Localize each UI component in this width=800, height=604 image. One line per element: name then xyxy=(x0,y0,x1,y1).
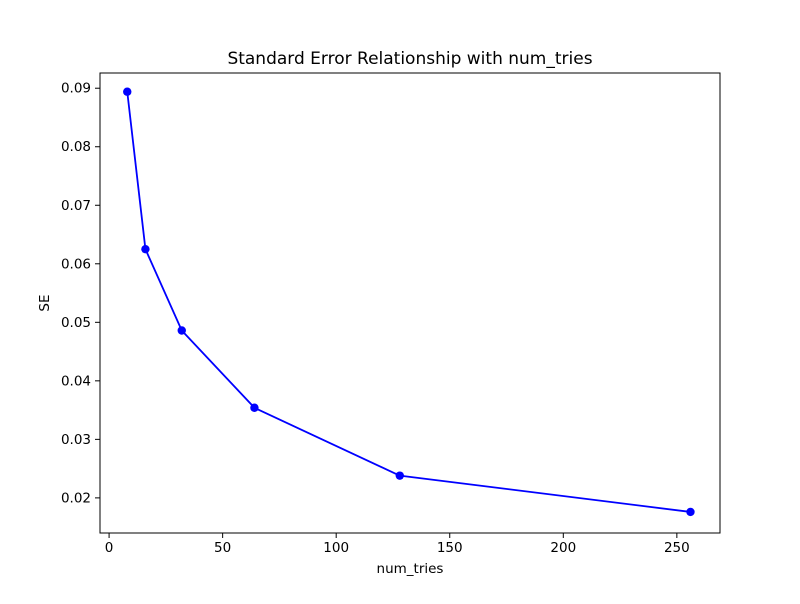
line-series xyxy=(123,87,695,517)
x-tick-label: 250 xyxy=(664,540,690,556)
y-tick-label: 0.08 xyxy=(61,139,91,155)
y-axis-label: SE xyxy=(37,294,53,311)
x-tick-label: 0 xyxy=(105,540,114,556)
y-tick-label: 0.09 xyxy=(61,81,91,97)
data-point-marker xyxy=(395,471,404,480)
x-tick-label: 200 xyxy=(550,540,576,556)
y-tick-label: 0.07 xyxy=(61,198,91,214)
data-line xyxy=(126,91,691,513)
plot-area xyxy=(99,72,721,534)
data-point-marker xyxy=(250,403,259,412)
data-point-marker xyxy=(686,507,695,517)
y-tick-label: 0.05 xyxy=(61,315,91,331)
x-tick-label: 50 xyxy=(214,540,231,556)
data-point-marker xyxy=(123,87,132,96)
x-tick-label: 150 xyxy=(437,540,463,556)
x-axis-label: num_tries xyxy=(377,561,444,577)
y-tick-label: 0.02 xyxy=(61,490,91,506)
axis-ticks: 0 50 100 150 200 250 0.02 0.03 0.04 0.05 0.06 0.07 0… xyxy=(61,81,690,556)
y-tick-label: 0.03 xyxy=(61,432,91,448)
data-point-marker xyxy=(141,244,150,254)
data-point-marker xyxy=(177,326,186,335)
y-tick-label: 0.06 xyxy=(61,256,91,272)
y-tick-label: 0.04 xyxy=(61,373,91,389)
chart-title: Standard Error Relationship with num_tri… xyxy=(227,49,592,69)
x-tick-label: 100 xyxy=(323,540,349,556)
